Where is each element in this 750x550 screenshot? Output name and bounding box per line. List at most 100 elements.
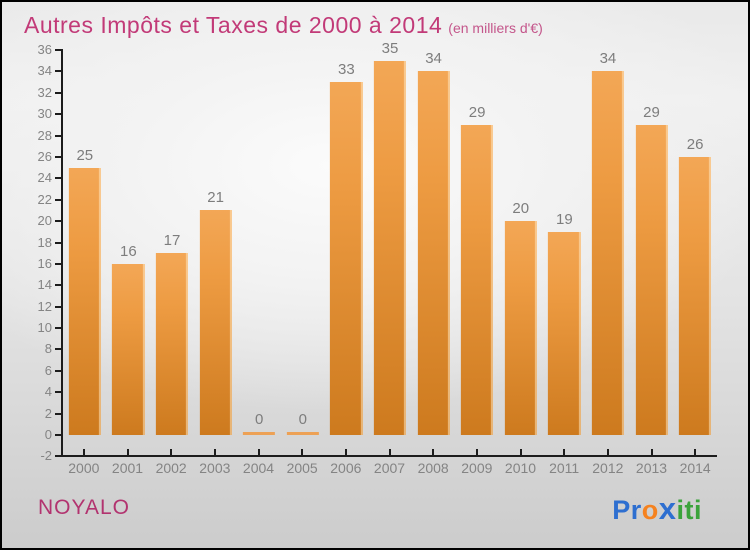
y-tick-label-20: 20 <box>37 213 52 229</box>
bar-2013 <box>635 124 668 435</box>
x-label-2003: 2003 <box>199 460 231 476</box>
bar-2002 <box>155 253 189 435</box>
x-label-2010: 2010 <box>504 460 537 476</box>
x-tick-2011 <box>563 449 566 456</box>
bar-2011 <box>548 231 581 435</box>
x-label-2001: 2001 <box>111 460 144 476</box>
bar-slot-2003: 21 <box>194 50 238 435</box>
x-axis-line <box>61 455 717 457</box>
y-tick-0 <box>55 434 62 436</box>
bar-2010 <box>504 221 537 435</box>
bar-value-2007: 35 <box>381 39 399 57</box>
x-tick-2005 <box>301 449 304 456</box>
x-tick-2004 <box>257 449 260 456</box>
x-label-2008: 2008 <box>417 460 449 476</box>
bar-slot-2011: 19 <box>543 50 587 435</box>
y-tick-12 <box>55 305 62 308</box>
bar-slot-2012: 34 <box>586 50 630 435</box>
logo-letter-i: i <box>693 495 702 525</box>
bar-2012 <box>591 71 625 435</box>
chart-header: Autres Impôts et Taxes de 2000 à 2014 (en… <box>24 12 543 39</box>
x-tick-2013 <box>650 449 653 456</box>
x-label-2000: 2000 <box>68 460 100 476</box>
y-tick-label-36: 36 <box>37 42 52 57</box>
bar-value-2010: 20 <box>512 200 530 218</box>
bar-slot-2005: 0 <box>281 50 325 435</box>
bar-value-2002: 17 <box>163 232 181 250</box>
x-label-2013: 2013 <box>635 460 668 476</box>
y-tick-2 <box>55 412 62 415</box>
y-tick-label--2: -2 <box>40 448 52 464</box>
bar-value-2006: 33 <box>338 61 355 79</box>
bar-slot-2008: 34 <box>412 50 456 435</box>
x-label-2002: 2002 <box>155 460 187 476</box>
bar-slot-2000: 25 <box>63 50 107 435</box>
bar-2000 <box>68 167 101 435</box>
x-label-2009: 2009 <box>461 460 493 476</box>
y-tick-4 <box>55 391 62 394</box>
y-axis-line <box>61 49 63 457</box>
logo-letter-r: r <box>630 495 642 525</box>
y-tick-label-34: 34 <box>37 63 52 79</box>
bar-value-2004: 0 <box>255 411 264 428</box>
bar-slot-2014: 26 <box>673 50 717 435</box>
bar-value-2008: 34 <box>425 50 442 68</box>
y-tick-36 <box>55 49 62 51</box>
bar-value-2003: 21 <box>207 189 224 207</box>
x-tick-2009 <box>475 449 478 456</box>
chart-title: Autres Impôts et Taxes de 2000 à 2014 <box>24 12 443 38</box>
bar-slot-2007: 35 <box>368 40 412 435</box>
bar-slot-2013: 29 <box>630 50 674 435</box>
x-label-2004: 2004 <box>242 460 275 476</box>
y-tick-8 <box>55 348 62 351</box>
y-tick-label-2: 2 <box>44 405 52 421</box>
bar-value-2000: 25 <box>76 146 94 164</box>
logo-letter-P: P <box>612 495 631 525</box>
y-tick-label-30: 30 <box>37 106 52 122</box>
y-tick-label-28: 28 <box>37 127 52 143</box>
bar-2004 <box>243 432 276 435</box>
x-label-2005: 2005 <box>286 460 318 476</box>
y-tick--2 <box>55 455 62 458</box>
bar-2009 <box>461 124 494 435</box>
y-tick-24 <box>55 177 62 180</box>
bars-container: 25 16 17 21 0 0 33 35 34 29 20 19 34 29 26 <box>63 40 717 435</box>
bar-2001 <box>112 263 145 435</box>
x-label-2006: 2006 <box>330 460 362 476</box>
y-tick-32 <box>55 91 62 94</box>
chart-subtitle: (en milliers d'€) <box>448 20 543 36</box>
commune-name: NOYALO <box>38 496 130 519</box>
y-tick-22 <box>55 198 62 201</box>
logo-letter-o: o <box>641 495 659 525</box>
x-tick-2007 <box>388 449 391 456</box>
y-tick-6 <box>55 369 62 372</box>
y-tick-label-8: 8 <box>44 341 52 357</box>
bar-value-2011: 19 <box>555 210 573 228</box>
y-tick-30 <box>55 113 62 116</box>
y-tick-label-12: 12 <box>37 298 52 314</box>
y-tick-label-6: 6 <box>44 362 52 378</box>
logo-letter-x: x <box>658 491 677 526</box>
x-tick-2006 <box>344 449 347 456</box>
logo-letter-t: t <box>684 495 694 525</box>
x-tick-2014 <box>694 449 697 456</box>
x-tick-2003 <box>213 449 216 456</box>
x-label-2014: 2014 <box>679 460 711 476</box>
x-tick-2001 <box>126 449 129 456</box>
bar-value-2005: 0 <box>298 411 307 428</box>
y-tick-14 <box>55 284 62 287</box>
y-tick-label-26: 26 <box>37 148 52 164</box>
bar-slot-2002: 17 <box>150 50 194 435</box>
y-tick-label-0: 0 <box>44 427 52 442</box>
y-tick-18 <box>55 241 62 244</box>
y-tick-34 <box>55 70 62 73</box>
bar-slot-2006: 33 <box>325 50 369 435</box>
bar-slot-2004: 0 <box>237 50 281 435</box>
y-tick-20 <box>55 220 62 223</box>
logo-letter-i: i <box>676 495 685 525</box>
y-tick-28 <box>55 134 62 137</box>
bar-2014 <box>678 156 712 435</box>
bar-value-2009: 29 <box>468 103 486 121</box>
proxiti-logo[interactable]: Proxiti <box>612 491 702 527</box>
